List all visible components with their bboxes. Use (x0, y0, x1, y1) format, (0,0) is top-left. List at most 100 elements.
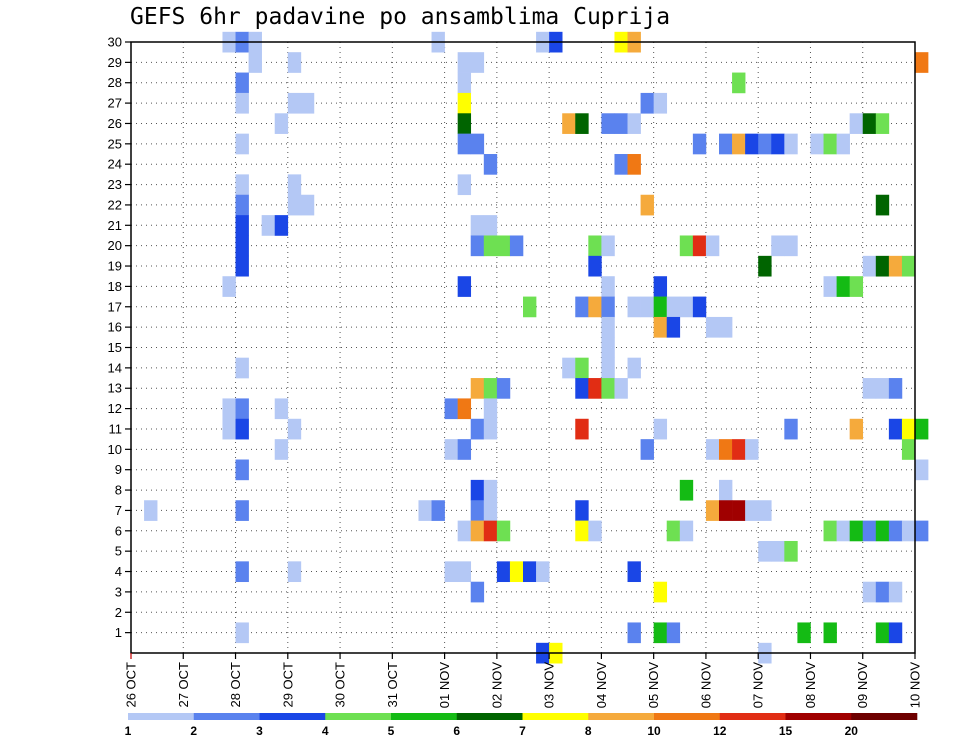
x-tick-label: 03 NOV (542, 662, 557, 709)
data-cell (901, 520, 916, 542)
x-tick-label: 07 NOV (751, 662, 766, 709)
data-cell (235, 92, 249, 114)
data-cell (483, 418, 498, 440)
data-cell (470, 418, 485, 440)
data-cell (836, 520, 850, 542)
y-tick-label: 18 (108, 279, 122, 294)
data-cell (849, 418, 864, 440)
x-tick-label: 31 OCT (385, 662, 400, 708)
data-cell (823, 133, 837, 155)
colorbar-swatch (654, 713, 721, 720)
data-cell (888, 418, 903, 440)
data-cell (875, 113, 890, 134)
data-cell (575, 357, 589, 379)
data-cell (601, 357, 615, 379)
data-cell (888, 581, 903, 603)
y-tick-label: 23 (108, 177, 122, 192)
data-cell (915, 459, 929, 481)
colorbar-label: 20 (845, 724, 859, 738)
data-cell (588, 235, 602, 257)
data-cell (235, 174, 249, 196)
y-tick-label: 11 (109, 421, 123, 436)
data-cell (536, 561, 550, 583)
data-cell (483, 479, 498, 501)
data-cell (705, 500, 720, 521)
y-tick-label: 8 (115, 483, 122, 498)
data-cell (653, 296, 668, 318)
data-cell (418, 500, 432, 521)
x-tick-label: 27 OCT (176, 662, 191, 708)
data-cell (732, 133, 746, 155)
y-tick-label: 3 (115, 584, 122, 599)
data-cell (653, 92, 668, 114)
data-cell (235, 398, 249, 420)
data-cell (771, 540, 785, 562)
y-tick-label: 21 (108, 218, 122, 233)
data-cell (732, 500, 746, 521)
data-cell (627, 296, 641, 318)
colorbar-label: 1 (125, 724, 132, 738)
data-cell (862, 581, 877, 603)
data-cell (496, 235, 511, 257)
data-cell (784, 540, 798, 562)
data-cell (588, 296, 602, 318)
data-cell (888, 622, 903, 644)
y-tick-label: 5 (115, 544, 122, 559)
data-cell (823, 276, 837, 297)
data-cell (222, 418, 236, 440)
data-cell (640, 296, 654, 318)
colorbar-label: 8 (585, 724, 592, 738)
data-cell (496, 561, 511, 583)
y-tick-label: 12 (108, 401, 122, 416)
data-cell (470, 500, 485, 521)
data-cell (470, 378, 485, 399)
data-cell (287, 174, 302, 196)
data-cell (719, 133, 733, 155)
data-cell (666, 622, 681, 644)
data-cell (810, 133, 824, 155)
data-cell (653, 316, 668, 338)
data-cell (679, 479, 694, 501)
data-cell (627, 154, 641, 175)
data-cell (627, 622, 641, 644)
y-tick-label: 13 (108, 381, 122, 396)
data-cell (235, 215, 249, 236)
data-cell (483, 378, 498, 399)
colorbar-swatch (851, 713, 918, 720)
data-cell (274, 439, 289, 460)
data-cell (732, 439, 746, 460)
data-cell (849, 520, 864, 542)
data-cell (287, 92, 302, 114)
data-cell (653, 418, 668, 440)
data-cell (640, 194, 654, 216)
y-tick-label: 25 (108, 136, 122, 151)
data-cell (287, 194, 302, 216)
data-cell (235, 194, 249, 216)
data-cell (666, 316, 681, 338)
data-cell (653, 581, 668, 603)
data-cell (745, 500, 759, 521)
x-tick-label: 29 OCT (280, 662, 295, 708)
data-cell (862, 255, 877, 277)
x-tick-label: 26 OCT (124, 662, 139, 708)
data-cell (588, 378, 602, 399)
data-cell (862, 520, 877, 542)
colorbar-label: 4 (322, 724, 329, 738)
data-cell (719, 500, 733, 521)
x-tick-label: 09 NOV (855, 662, 870, 709)
data-cell (470, 133, 485, 155)
colorbar-label: 7 (519, 724, 526, 738)
data-cell (496, 378, 511, 399)
data-cell (575, 520, 589, 542)
x-tick-label: 01 NOV (437, 662, 452, 709)
x-tick-label: 04 NOV (594, 662, 609, 709)
y-tick-label: 7 (115, 503, 122, 518)
y-tick-label: 4 (115, 564, 122, 579)
data-cell (888, 520, 903, 542)
data-cell (457, 276, 472, 297)
data-cell (235, 72, 249, 94)
data-cell (457, 52, 472, 73)
chart-title: GEFS 6hr padavine po ansamblima Cuprija (130, 4, 671, 30)
data-cell (235, 500, 249, 521)
data-cell (849, 276, 864, 297)
